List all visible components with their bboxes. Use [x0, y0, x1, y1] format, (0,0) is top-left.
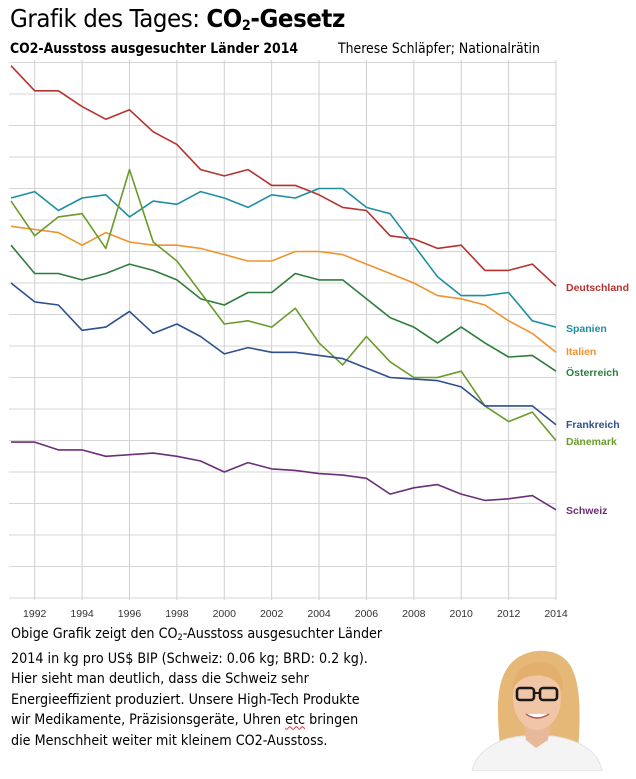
title-subscript: 2	[241, 18, 251, 34]
series-label: Italien	[566, 346, 596, 358]
text-line: Energieeffizient produziert. Unsere High…	[11, 691, 360, 708]
text-line: Obige Grafik zeigt den CO2-Ausstoss ausg…	[11, 624, 407, 649]
x-tick-label: 2002	[260, 608, 284, 620]
series-line-österreich	[10, 244, 557, 372]
x-tick-label: 2006	[355, 608, 379, 620]
x-tick-label: 2010	[450, 608, 474, 620]
x-tick-label: 1994	[70, 608, 94, 620]
series-label: Österreich	[566, 366, 619, 379]
x-tick-label: 1992	[23, 608, 47, 620]
text-line: Hier sieht man deutlich, dass die Schwei…	[11, 671, 309, 688]
x-tick-label: 2008	[402, 608, 426, 620]
series-line-spanien	[10, 187, 557, 328]
x-tick-label: 2000	[213, 608, 237, 620]
page-title: Grafik des Tages: CO2-Gesetz	[10, 4, 345, 34]
text-line-5b: bringen	[305, 712, 359, 729]
portrait-photo	[462, 636, 610, 771]
text-line: 2014 in kg pro US$ BIP (Schweiz: 0.06 kg…	[11, 650, 368, 667]
spellcheck-word: etc	[285, 712, 306, 729]
series-line-deutschland	[10, 65, 557, 287]
title-prefix: Grafik des Tages:	[10, 4, 207, 33]
series-line-dänemark	[10, 168, 557, 442]
grid	[9, 60, 557, 600]
x-tick-label: 1996	[118, 608, 142, 620]
title-gesetz: -Gesetz	[250, 4, 345, 33]
portrait-illustration	[471, 650, 603, 771]
text-line: wir Medikamente, Präzisionsgeräte, Uhren…	[11, 710, 407, 731]
text-line-1-sub: 2	[177, 633, 183, 643]
author-credit: Therese Schläpfer; Nationalrätin	[338, 41, 540, 57]
series-label: Spanien	[566, 323, 607, 335]
series-lines	[10, 65, 557, 511]
x-tick-label: 2012	[497, 608, 521, 620]
series-label: Schweiz	[566, 505, 607, 517]
chart-subtitle: CO2-Ausstoss ausgesuchter Länder 2014	[10, 41, 299, 57]
series-line-italien	[10, 225, 557, 353]
line-chart: Deutschland Spanien Italien Österreich Dänem…	[9, 60, 629, 620]
x-tick-label: 2014	[544, 608, 568, 620]
description-text: Obige Grafik zeigt den CO2-Ausstoss ausg…	[11, 624, 407, 752]
x-tick-label: 2004	[307, 608, 331, 620]
series-labels: Deutschland Spanien Italien Österreich Dänem…	[566, 282, 629, 517]
series-label: Deutschland	[566, 282, 629, 294]
series-line-schweiz	[11, 441, 557, 511]
text-line-1b: -Ausstoss ausgesuchter Länder	[182, 626, 383, 642]
text-line-5a: wir Medikamente, Präzisionsgeräte, Uhren	[11, 712, 286, 729]
series-line-frankreich	[10, 282, 557, 426]
title-co: CO	[206, 4, 242, 33]
x-tick-label: 1998	[165, 608, 189, 620]
text-line: die Menschheit weiter mit kleinem CO2-Au…	[11, 732, 328, 749]
x-axis-ticks: 1992 1994 1996 1998 2000 2002 2004 2006 2008 2010…	[23, 608, 568, 620]
text-line-1a: Obige Grafik zeigt den CO	[11, 626, 178, 642]
series-label: Frankreich	[566, 419, 620, 431]
title-bold: CO2-Gesetz	[206, 4, 345, 34]
series-label: Dänemark	[566, 436, 617, 448]
